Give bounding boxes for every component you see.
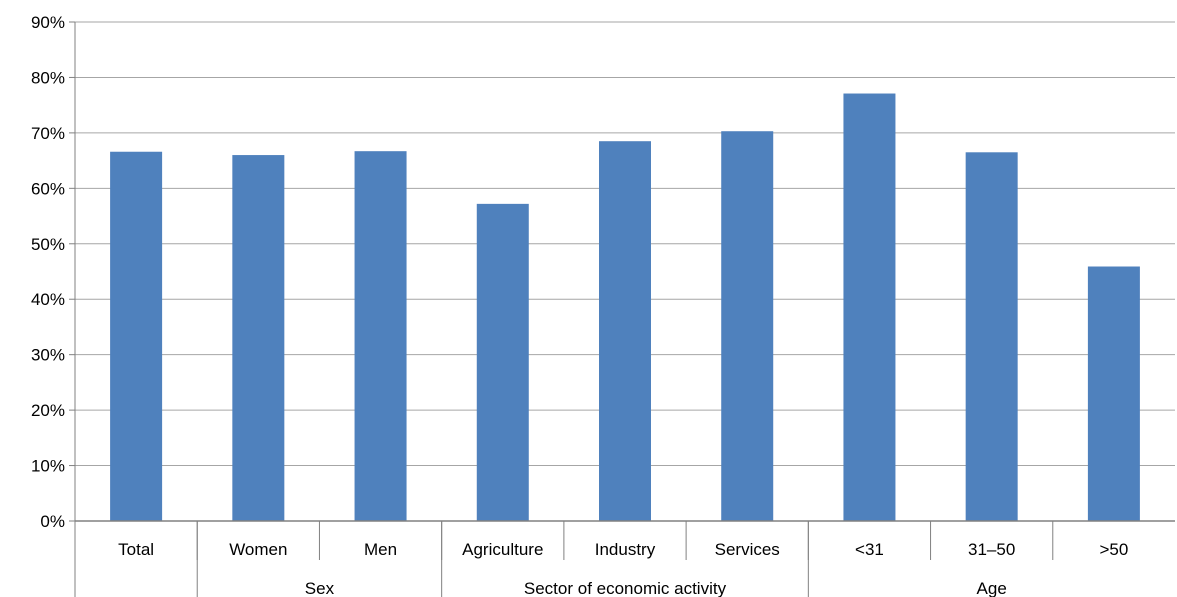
y-tick-label: 80%: [31, 68, 65, 87]
y-tick-label: 30%: [31, 346, 65, 365]
x-tick-label: Agriculture: [462, 540, 543, 559]
x-axis-ticks: Total Women Men Agriculture Industry Services…: [118, 521, 1128, 560]
bar: [843, 93, 896, 522]
bar: [1087, 266, 1140, 521]
y-tick-label: 70%: [31, 124, 65, 143]
bar: [476, 203, 529, 521]
x-tick-label: Services: [715, 540, 780, 559]
x-tick-label: >50: [1099, 540, 1128, 559]
x-tick-label: Total: [118, 540, 154, 559]
x-tick-label: Industry: [595, 540, 656, 559]
bars: [110, 93, 1140, 522]
y-tick-label: 0%: [40, 512, 65, 531]
axes: [74, 22, 1175, 597]
bar: [965, 152, 1018, 522]
y-axis-ticks: 0% 10% 20% 30% 40% 50% 60% 70% 80% 90%: [31, 13, 75, 531]
y-tick-label: 60%: [31, 179, 65, 198]
y-tick-label: 50%: [31, 235, 65, 254]
y-tick-label: 20%: [31, 401, 65, 420]
x-tick-label: 31–50: [968, 540, 1015, 559]
bar: [721, 131, 774, 521]
bar: [599, 141, 651, 521]
group-label: Sector of economic activity: [524, 579, 727, 597]
bar: [232, 155, 285, 522]
x-tick-label: Women: [229, 540, 287, 559]
y-tick-label: 90%: [31, 13, 65, 32]
y-tick-label: 40%: [31, 290, 65, 309]
group-label: Age: [977, 579, 1007, 597]
category-groups: Sex Sector of economic activity Age: [196, 521, 1007, 597]
x-tick-label: <31: [855, 540, 884, 559]
y-tick-label: 10%: [31, 457, 65, 476]
bar: [110, 151, 163, 522]
x-tick-label: Men: [364, 540, 397, 559]
group-label: Sex: [305, 579, 335, 597]
bar: [354, 151, 407, 522]
